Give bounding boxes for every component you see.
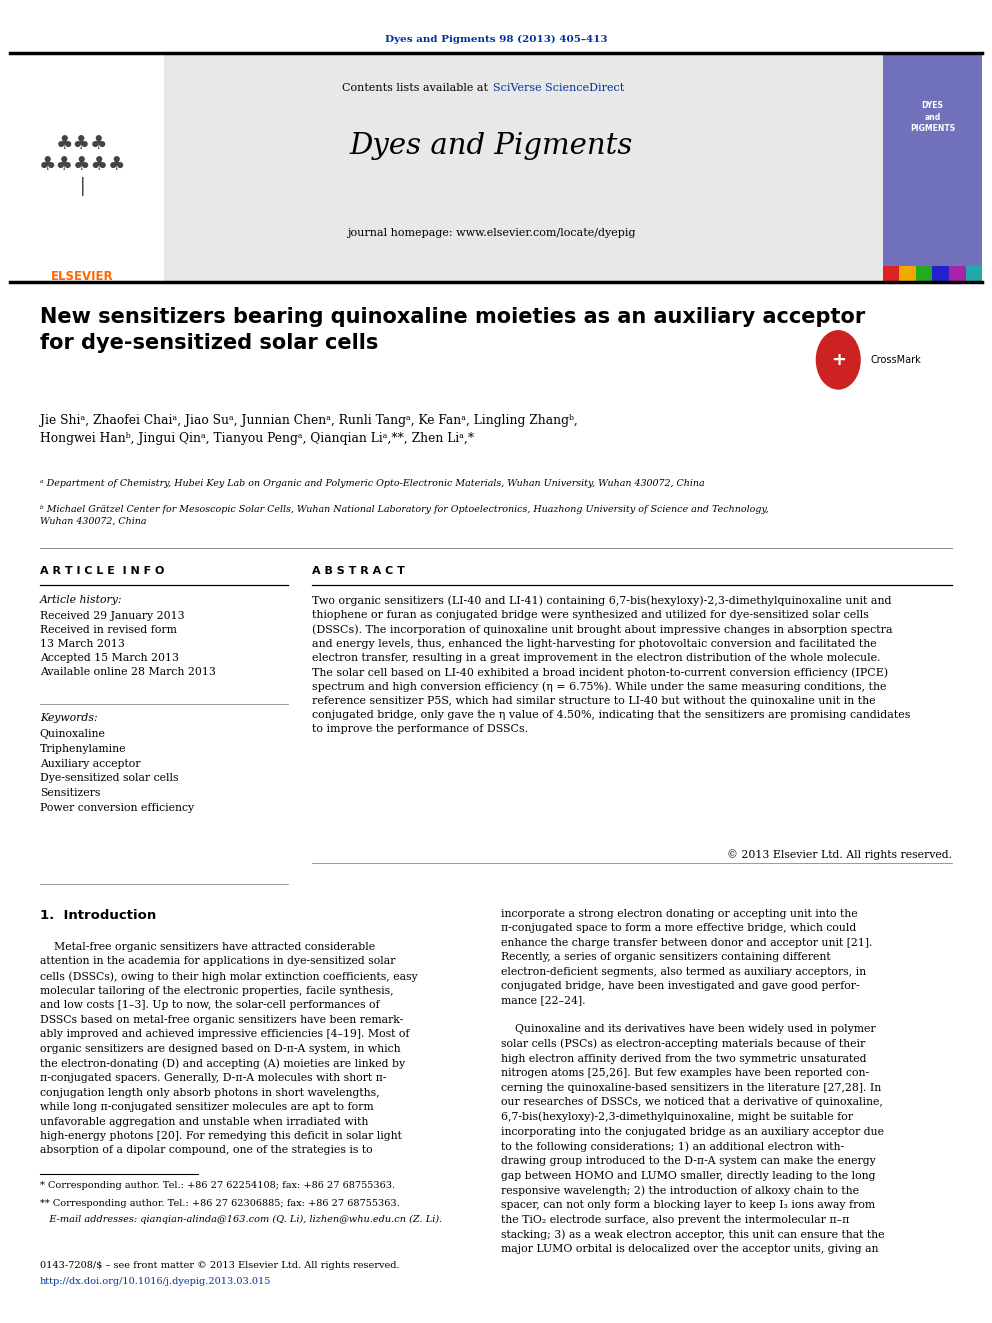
Text: incorporate a strong electron donating or accepting unit into the
π-conjugated s: incorporate a strong electron donating o… <box>501 909 885 1254</box>
Text: SciVerse ScienceDirect: SciVerse ScienceDirect <box>493 83 624 94</box>
Text: ᵃ Department of Chemistry, Hubei Key Lab on Organic and Polymeric Opto-Electroni: ᵃ Department of Chemistry, Hubei Key Lab… <box>40 479 704 488</box>
Text: Contents lists available at: Contents lists available at <box>341 83 491 94</box>
Bar <box>900 266 916 282</box>
Text: 0143-7208/$ – see front matter © 2013 Elsevier Ltd. All rights reserved.: 0143-7208/$ – see front matter © 2013 El… <box>40 1261 400 1270</box>
Bar <box>883 53 982 282</box>
Text: Received 29 January 2013
Received in revised form
13 March 2013
Accepted 15 Marc: Received 29 January 2013 Received in rev… <box>40 611 215 677</box>
Text: Jie Shiᵃ, Zhaofei Chaiᵃ, Jiao Suᵃ, Junnian Chenᵃ, Runli Tangᵃ, Ke Fanᵃ, Lingling: Jie Shiᵃ, Zhaofei Chaiᵃ, Jiao Suᵃ, Junni… <box>40 414 577 445</box>
Text: Keywords:: Keywords: <box>40 713 97 724</box>
Bar <box>883 266 900 282</box>
Text: Dyes and Pigments 98 (2013) 405–413: Dyes and Pigments 98 (2013) 405–413 <box>385 34 607 44</box>
Bar <box>916 266 932 282</box>
Text: ** Corresponding author. Tel.: +86 27 62306885; fax: +86 27 68755363.: ** Corresponding author. Tel.: +86 27 62… <box>40 1199 400 1208</box>
Text: Article history:: Article history: <box>40 595 122 606</box>
Bar <box>949 266 965 282</box>
Bar <box>10 53 883 282</box>
Bar <box>965 266 982 282</box>
Text: New sensitizers bearing quinoxaline moieties as an auxiliary acceptor
for dye-se: New sensitizers bearing quinoxaline moie… <box>40 307 865 352</box>
Text: 1.  Introduction: 1. Introduction <box>40 909 156 922</box>
Text: ᵇ Michael Grätzel Center for Mesoscopic Solar Cells, Wuhan National Laboratory f: ᵇ Michael Grätzel Center for Mesoscopic … <box>40 505 769 525</box>
Text: © 2013 Elsevier Ltd. All rights reserved.: © 2013 Elsevier Ltd. All rights reserved… <box>727 849 952 860</box>
Text: Two organic sensitizers (LI-40 and LI-41) containing 6,7-bis(hexyloxy)-2,3-dimet: Two organic sensitizers (LI-40 and LI-41… <box>312 595 911 734</box>
Text: ELSEVIER: ELSEVIER <box>51 270 114 283</box>
Text: +: + <box>830 351 846 369</box>
Text: Metal-free organic sensitizers have attracted considerable
attention in the acad: Metal-free organic sensitizers have attr… <box>40 942 418 1155</box>
Text: A B S T R A C T: A B S T R A C T <box>312 566 406 577</box>
Bar <box>932 266 949 282</box>
Text: ♣♣♣
♣♣♣♣♣
  |: ♣♣♣ ♣♣♣♣♣ | <box>39 135 126 196</box>
Text: CrossMark: CrossMark <box>871 355 922 365</box>
Bar <box>10 53 164 282</box>
Text: * Corresponding author. Tel.: +86 27 62254108; fax: +86 27 68755363.: * Corresponding author. Tel.: +86 27 622… <box>40 1181 395 1191</box>
Text: journal homepage: www.elsevier.com/locate/dyepig: journal homepage: www.elsevier.com/locat… <box>347 228 635 238</box>
Text: Quinoxaline
Triphenylamine
Auxiliary acceptor
Dye-sensitized solar cells
Sensiti: Quinoxaline Triphenylamine Auxiliary acc… <box>40 729 193 812</box>
Text: http://dx.doi.org/10.1016/j.dyepig.2013.03.015: http://dx.doi.org/10.1016/j.dyepig.2013.… <box>40 1277 271 1286</box>
Text: DYES
and
PIGMENTS: DYES and PIGMENTS <box>910 102 955 132</box>
Text: E-mail addresses: qianqian-alinda@163.com (Q. Li), lizhen@whu.edu.cn (Z. Li).: E-mail addresses: qianqian-alinda@163.co… <box>40 1215 441 1224</box>
Text: A R T I C L E  I N F O: A R T I C L E I N F O <box>40 566 164 577</box>
Circle shape <box>816 331 860 389</box>
Text: Dyes and Pigments: Dyes and Pigments <box>349 132 633 160</box>
